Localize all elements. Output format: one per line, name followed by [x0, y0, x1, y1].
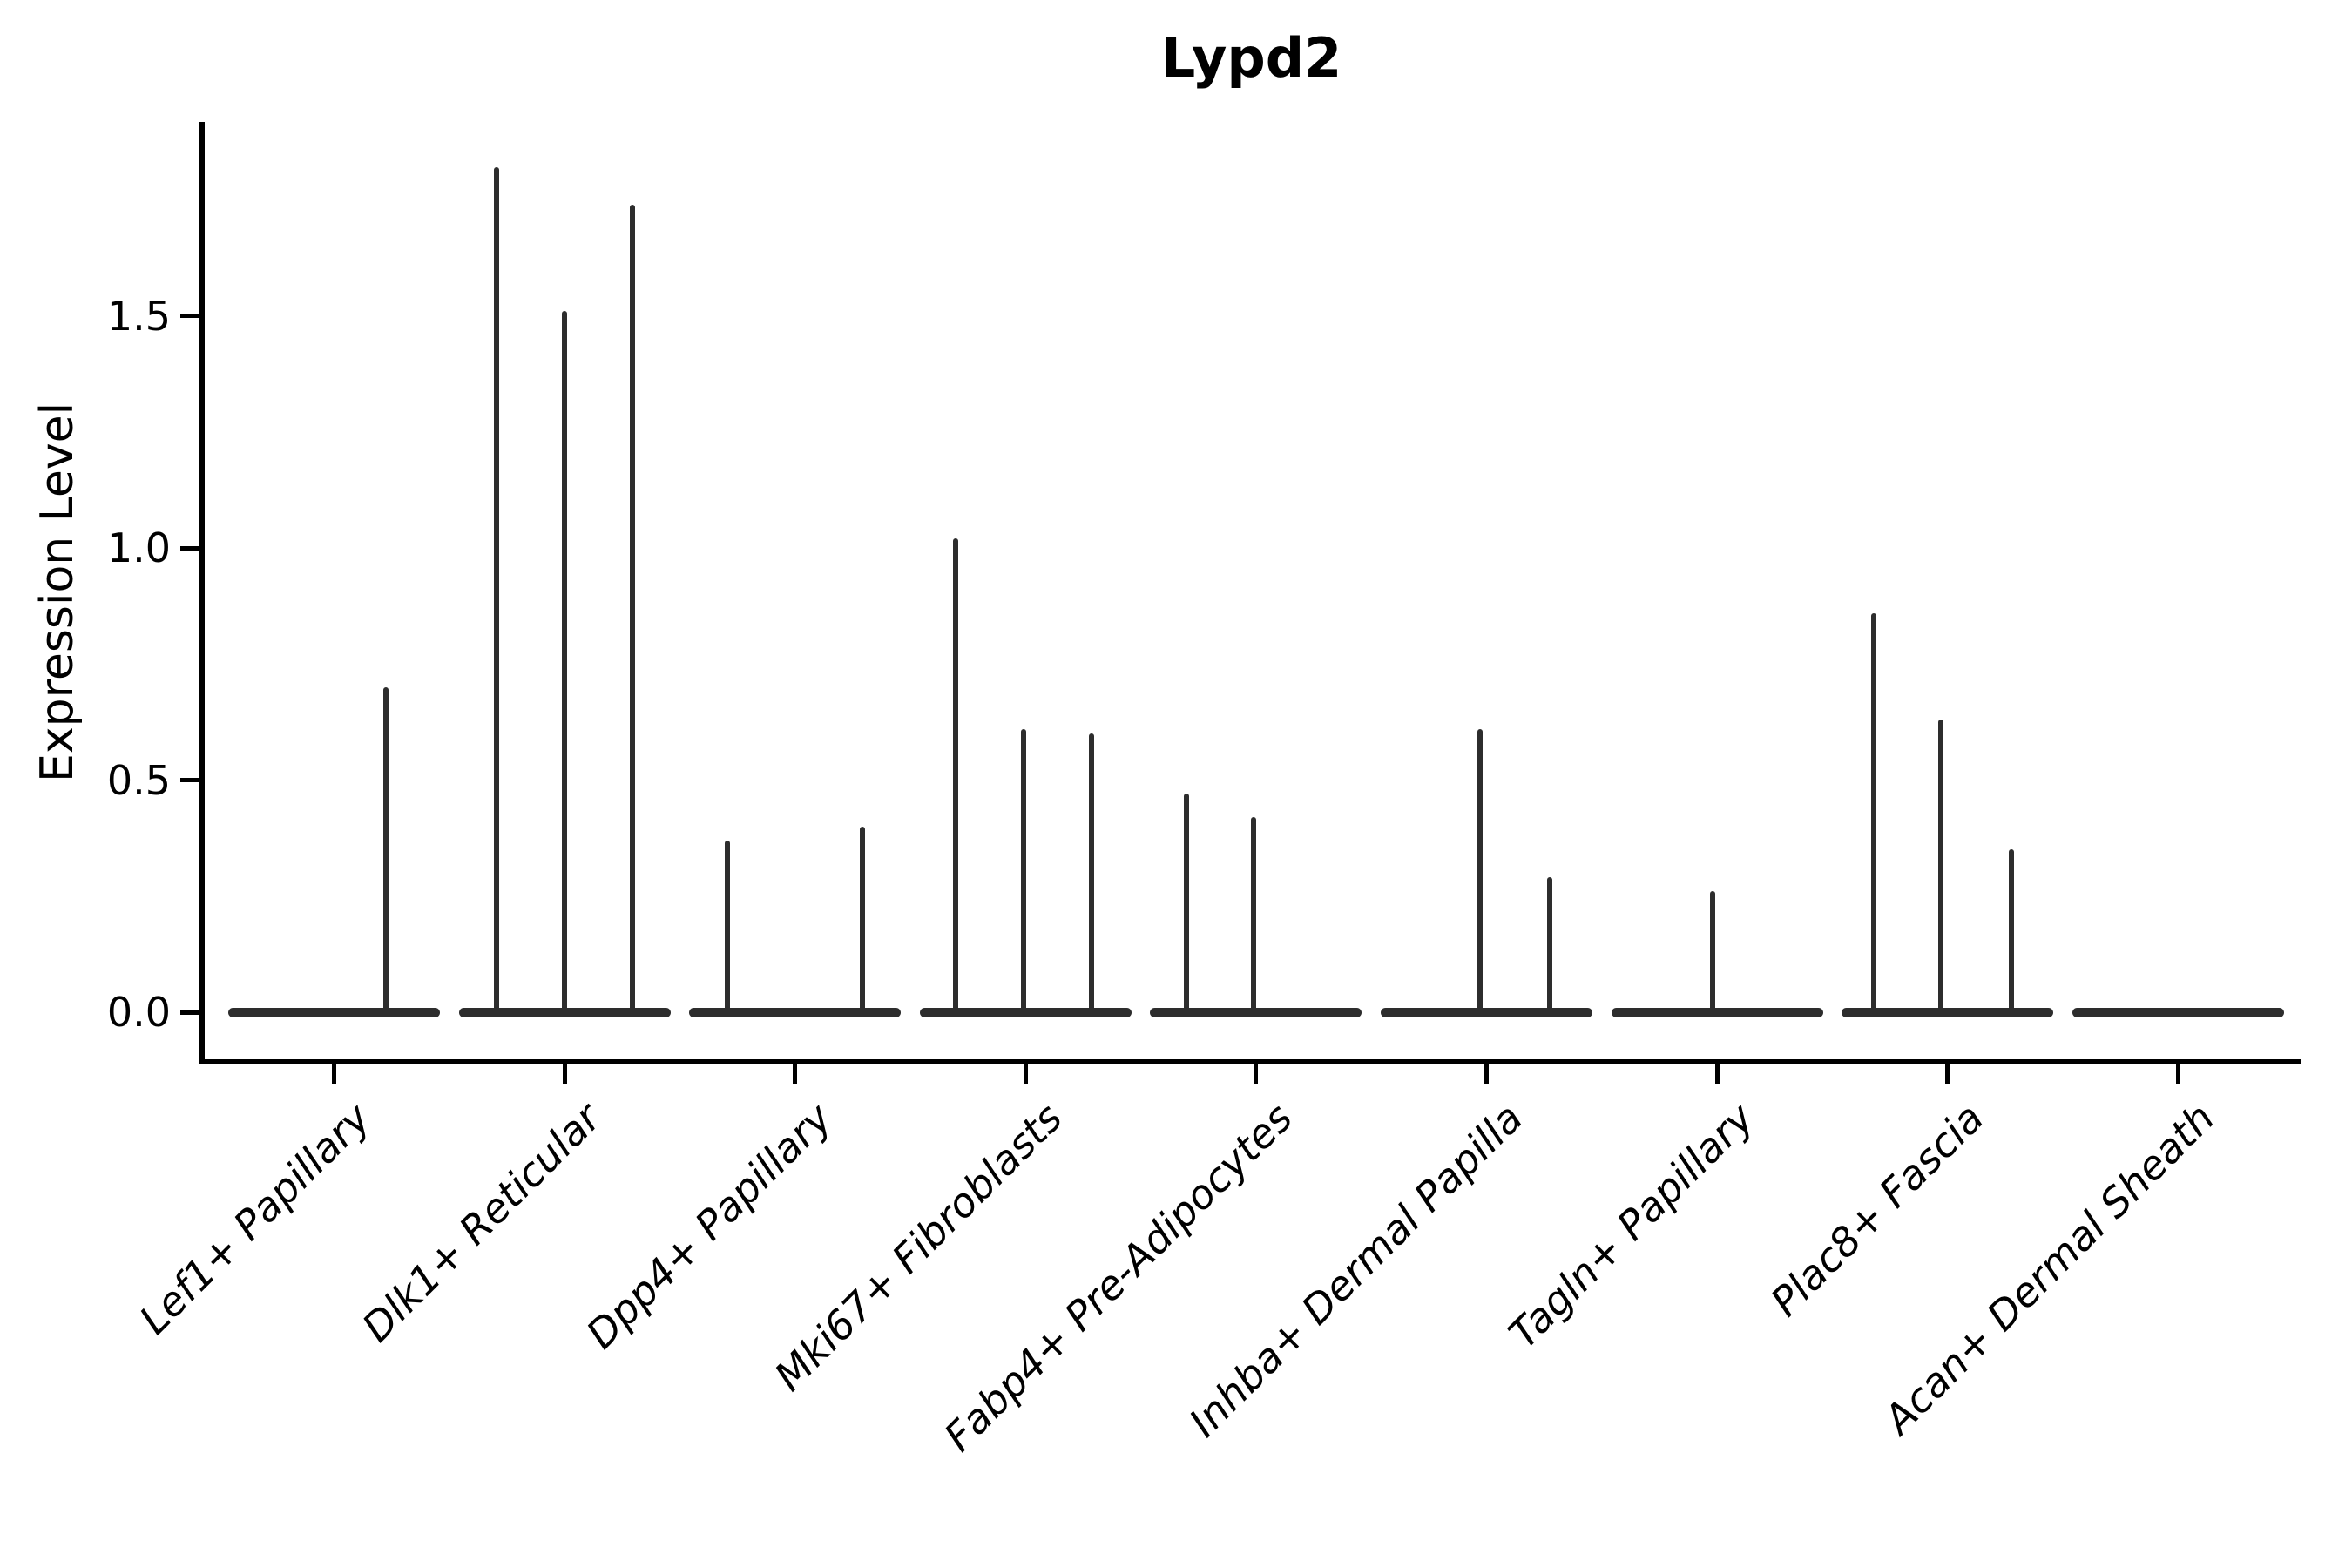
- y-tick-label: 1.0: [106, 524, 171, 571]
- x-axis-spine: [199, 1059, 2301, 1064]
- violin-spike: [1477, 728, 1484, 1017]
- x-tick: [1254, 1064, 1259, 1084]
- chart-title: Lypd2: [1160, 26, 1342, 90]
- x-tick: [1484, 1064, 1489, 1084]
- violin-baseline: [689, 1008, 902, 1017]
- violin-spike: [1088, 733, 1094, 1017]
- violin-spike: [629, 204, 635, 1017]
- violin-spike: [2008, 849, 2014, 1017]
- violin-spike: [953, 538, 959, 1017]
- violin-spike: [562, 311, 568, 1017]
- violin-spike: [494, 166, 500, 1017]
- violin-baseline: [1381, 1008, 1592, 1017]
- violin-spike: [1183, 794, 1189, 1017]
- x-tick-label: Lef1+ Papillary: [130, 1094, 380, 1343]
- violin-baseline: [1842, 1008, 2054, 1017]
- x-tick: [2175, 1064, 2180, 1084]
- y-tick: [180, 1010, 199, 1015]
- x-tick-label: Plac8+ Fascia: [1761, 1094, 1993, 1326]
- x-tick: [1945, 1064, 1950, 1084]
- y-axis-spine: [199, 122, 205, 1064]
- violin-baseline: [228, 1008, 440, 1017]
- violin-spike: [1710, 891, 1716, 1017]
- violin-spike: [1251, 817, 1257, 1017]
- x-tick: [793, 1064, 798, 1084]
- x-tick-label: Dpp4+ Papillary: [577, 1094, 841, 1358]
- y-tick: [180, 778, 199, 782]
- violin-baseline: [2072, 1008, 2284, 1017]
- y-tick-label: 0.5: [106, 756, 171, 804]
- x-tick: [1023, 1064, 1028, 1084]
- violin-spike: [860, 826, 866, 1017]
- x-tick-label: Tagln+ Papillary: [1498, 1094, 1763, 1358]
- violin-spike: [1547, 877, 1553, 1017]
- y-tick: [180, 545, 199, 551]
- violin-spike: [1020, 728, 1026, 1017]
- x-tick-label: Dlk1+ Reticular: [353, 1094, 611, 1351]
- violin-spike: [1870, 612, 1876, 1017]
- y-tick: [180, 314, 199, 318]
- y-tick-label: 0.0: [106, 989, 171, 1036]
- violin-spike: [383, 686, 389, 1017]
- x-tick: [1714, 1064, 1720, 1084]
- violin-baseline: [1611, 1008, 1823, 1017]
- violin-spike: [724, 840, 730, 1017]
- y-tick-label: 1.5: [106, 292, 171, 340]
- x-tick: [562, 1064, 567, 1084]
- x-tick: [332, 1064, 336, 1084]
- violin-spike: [1938, 720, 1944, 1017]
